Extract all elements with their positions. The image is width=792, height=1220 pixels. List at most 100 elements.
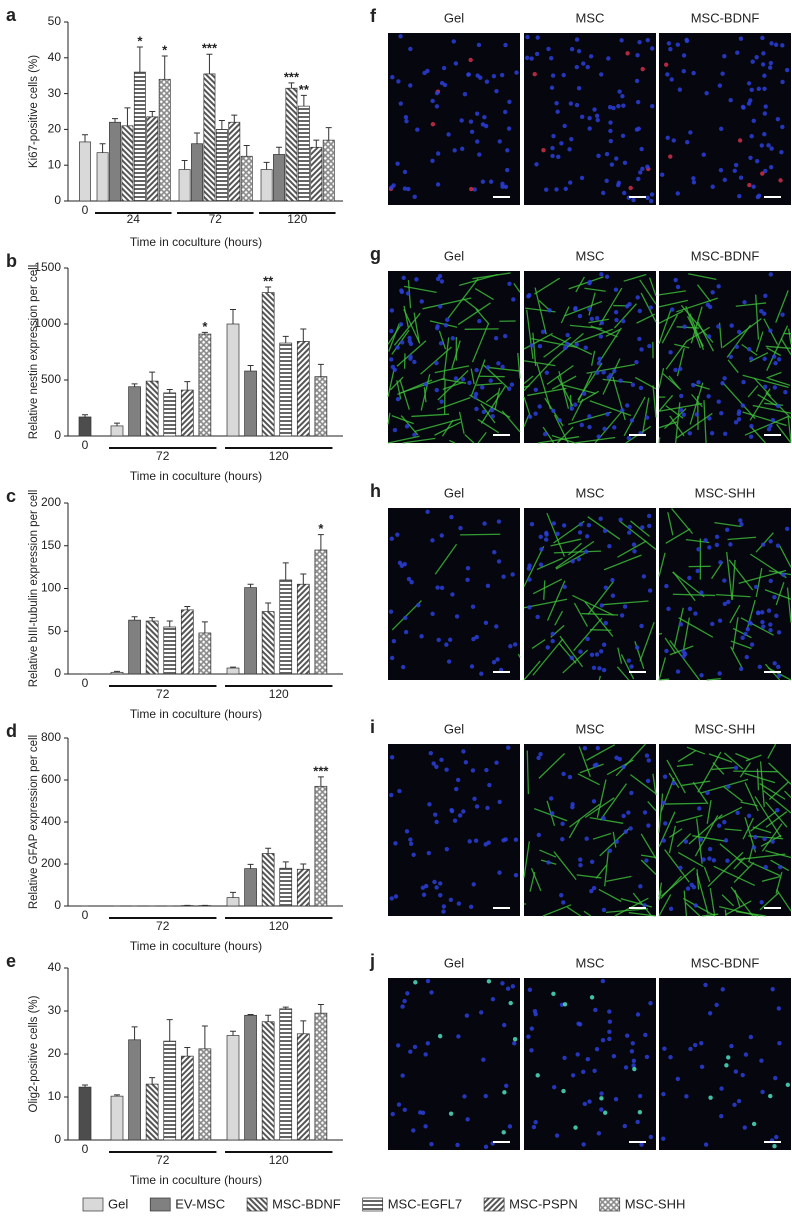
fibre [666, 759, 686, 794]
cell [662, 1046, 667, 1051]
y-tick-label: 50 [48, 14, 62, 28]
cell [453, 61, 459, 66]
cell [759, 143, 764, 148]
cell [474, 406, 479, 412]
bar [180, 1055, 194, 1141]
cell [604, 151, 610, 157]
cell [637, 39, 642, 45]
fibre [750, 553, 787, 579]
cell [741, 379, 746, 385]
cell [725, 858, 730, 863]
error-bar [231, 114, 238, 123]
fibre [658, 437, 661, 444]
cell [581, 61, 586, 66]
cell [768, 272, 773, 277]
cell [779, 149, 784, 155]
legend-swatch [149, 1197, 171, 1212]
fibre [387, 435, 420, 444]
fibre [639, 279, 657, 305]
fibre [661, 314, 679, 344]
fibre [727, 359, 739, 374]
cell [402, 561, 407, 567]
fibre [730, 646, 743, 669]
cell [619, 613, 625, 618]
cell [583, 345, 588, 350]
fibre [735, 752, 751, 761]
cell [507, 1124, 513, 1129]
cell [565, 332, 570, 338]
bar [110, 671, 124, 675]
cell [714, 1002, 719, 1008]
fibre [768, 570, 792, 576]
cell [464, 1013, 470, 1018]
cell [393, 841, 398, 846]
cell [497, 139, 502, 144]
cell [504, 1083, 509, 1088]
cell [661, 1136, 666, 1141]
cell [768, 539, 773, 544]
cell [666, 606, 671, 612]
image-label: Gel [444, 721, 464, 736]
cell [763, 104, 768, 109]
cell [462, 91, 468, 97]
y-tick-label: 0 [54, 666, 61, 680]
cell [743, 1052, 749, 1057]
y-axis-label: Relative bIII-tubulin expression per cel… [28, 490, 40, 688]
fibre [523, 360, 556, 367]
x-axis-label: Time in coculture (hours) [130, 235, 262, 249]
cell [746, 346, 752, 352]
fibre [664, 637, 677, 654]
significance: * [202, 319, 208, 334]
cell [631, 542, 637, 547]
cell [405, 991, 410, 996]
cell [687, 431, 692, 436]
cell [768, 628, 773, 633]
cell [567, 774, 573, 780]
error-bar [149, 617, 156, 621]
cell [454, 786, 459, 792]
fibre [485, 392, 499, 403]
cell [760, 619, 765, 625]
y-axis-label: Olig2-positive cells (%) [28, 995, 40, 1112]
cell [467, 839, 472, 844]
cell [573, 306, 578, 311]
error-bar [288, 82, 295, 89]
bar [285, 87, 298, 202]
cell [720, 987, 725, 992]
fibre [578, 746, 591, 777]
cell [505, 986, 511, 991]
cell [778, 864, 783, 870]
fibre [536, 363, 552, 410]
error-bar [82, 134, 88, 142]
cell [625, 403, 630, 408]
cell [441, 909, 446, 914]
cell [650, 103, 655, 109]
fibre [658, 890, 662, 901]
cell [481, 1057, 486, 1062]
x-tick-label: 72 [156, 449, 170, 463]
cell [635, 99, 641, 105]
fibre [532, 578, 563, 595]
bar [78, 416, 92, 437]
error-bar [201, 331, 208, 335]
fibre [658, 552, 666, 577]
fibre [787, 416, 792, 442]
fibre [766, 347, 782, 357]
fibre [701, 913, 719, 917]
cell [585, 636, 590, 642]
y-tick-label: 1000 [34, 316, 61, 330]
fibre [517, 352, 521, 379]
fibre [739, 762, 751, 778]
cell [607, 105, 613, 110]
y-tick-label: 600 [41, 772, 61, 786]
cell [550, 811, 555, 816]
cell [408, 46, 413, 52]
fibre [388, 323, 400, 352]
fibre [733, 770, 778, 773]
cell [486, 979, 492, 984]
fibre [573, 617, 603, 652]
fibre [529, 872, 536, 892]
cell [766, 608, 772, 613]
error-bar [230, 666, 236, 669]
cell [412, 432, 417, 438]
